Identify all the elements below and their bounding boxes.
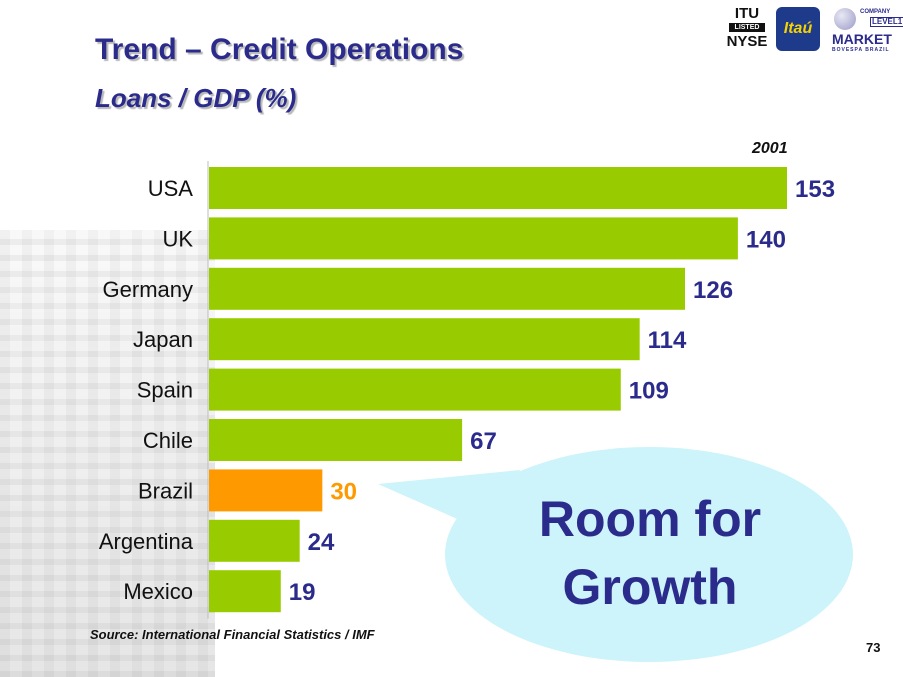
value-label-mexico: 19	[289, 579, 316, 606]
level-logo-company: COMPANY	[860, 9, 891, 15]
nyse-logo-listed: LISTED	[729, 23, 765, 32]
nyse-logo-exchange: NYSE	[726, 33, 768, 50]
value-label-chile: 67	[470, 428, 497, 455]
bar-spain	[209, 368, 621, 411]
level1-market-logo: COMPANY LEVEL1 MARKET BOVESPA BRAZIL	[830, 6, 903, 56]
source-note: Source: International Financial Statisti…	[90, 627, 375, 642]
value-label-brazil: 30	[330, 478, 357, 505]
value-label-germany: 126	[693, 277, 733, 304]
bar-uk	[209, 217, 738, 260]
category-label-spain: Spain	[137, 378, 193, 403]
nyse-listed-logo: ITU LISTED NYSE	[722, 6, 772, 54]
category-label-germany: Germany	[103, 277, 193, 302]
nyse-logo-ticker: ITU	[734, 5, 760, 22]
value-label-spain: 109	[629, 378, 669, 405]
page-subtitle: Loans / GDP (%)	[95, 83, 297, 113]
page-number: 73	[866, 640, 881, 655]
level-logo-level: LEVEL1	[870, 17, 903, 27]
building-watermark	[0, 230, 215, 677]
callout-line-2: Growth	[562, 559, 738, 615]
value-label-uk: 140	[746, 226, 786, 253]
bar-argentina	[209, 519, 300, 562]
level-logo-bovespa: BOVESPA BRAZIL	[832, 47, 890, 53]
globe-icon	[834, 8, 856, 30]
category-label-usa: USA	[148, 176, 194, 201]
value-label-japan: 114	[648, 327, 687, 354]
bar-usa	[209, 167, 787, 209]
callout-text: Room for Growth	[525, 485, 775, 621]
category-label-brazil: Brazil	[138, 478, 193, 503]
page-title: Trend – Credit Operations	[95, 33, 464, 66]
bar-mexico	[209, 570, 281, 613]
itau-logo-text: Itaú	[783, 20, 813, 37]
bar-chile	[209, 419, 463, 461]
year-label: 2001	[752, 140, 788, 157]
category-label-uk: UK	[162, 226, 193, 251]
bar-brazil	[209, 469, 323, 512]
category-label-mexico: Mexico	[123, 579, 193, 604]
value-label-argentina: 24	[308, 529, 335, 556]
category-label-chile: Chile	[143, 428, 193, 453]
bar-japan	[209, 318, 640, 361]
itau-logo: Itaú	[776, 7, 820, 51]
level-logo-market: MARKET	[832, 31, 892, 47]
category-label-japan: Japan	[133, 327, 193, 352]
value-label-usa: 153	[795, 176, 835, 203]
bar-germany	[209, 267, 685, 310]
category-label-argentina: Argentina	[99, 529, 194, 554]
callout-line-1: Room for	[538, 491, 762, 547]
